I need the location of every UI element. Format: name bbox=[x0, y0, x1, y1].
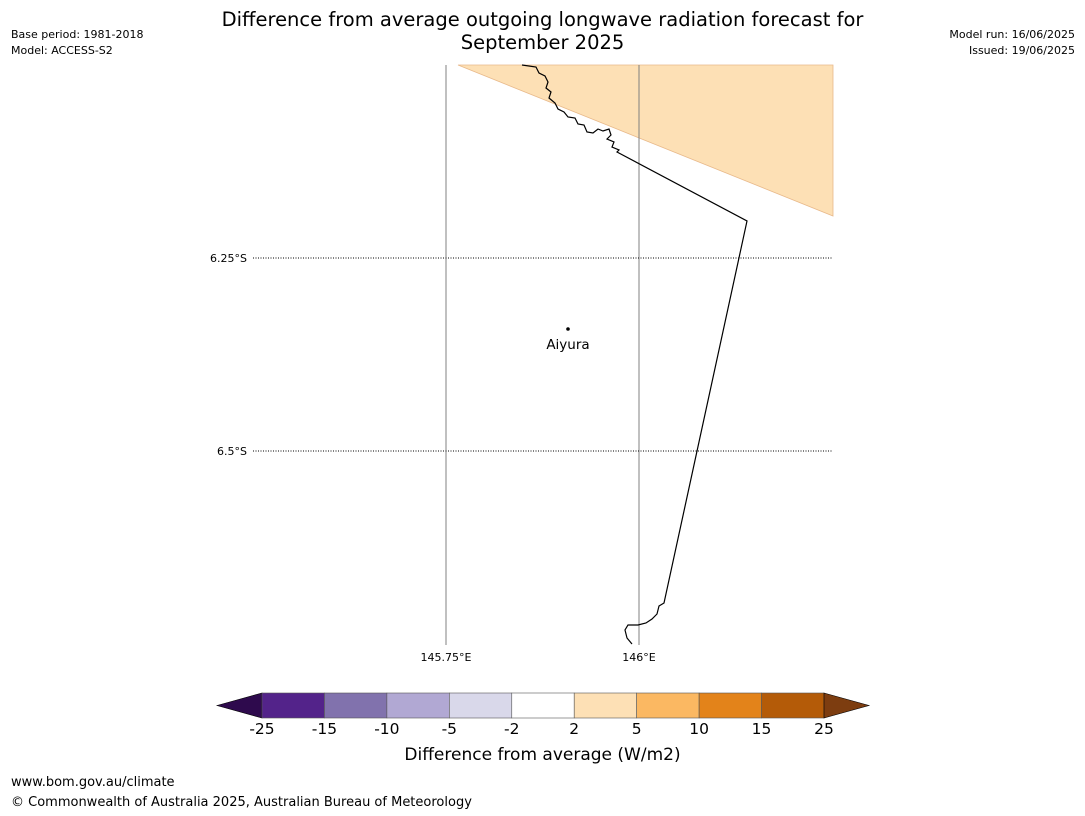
anomaly-shaded-region bbox=[457, 64, 834, 217]
colorbar-tick-label: -5 bbox=[441, 720, 458, 738]
colorbar-segment bbox=[761, 692, 825, 719]
issued-date: Issued: 19/06/2025 bbox=[968, 44, 1075, 57]
lon-label-146: 146°E bbox=[622, 651, 655, 664]
colorbar-extend-min bbox=[215, 692, 263, 719]
metadata-right: Model run: 16/06/2025 Issued: 19/06/2025 bbox=[949, 27, 1075, 59]
colorbar-segment bbox=[511, 692, 575, 719]
footer-copyright: © Commonwealth of Australia 2025, Austra… bbox=[11, 795, 472, 810]
colorbar-tick-label: 10 bbox=[689, 720, 709, 738]
place-label-aiyura: Aiyura bbox=[546, 337, 589, 353]
aiyura-marker bbox=[566, 327, 570, 331]
lat-label-6-5: 6.5°S bbox=[217, 445, 247, 458]
model-name: Model: ACCESS-S2 bbox=[11, 44, 113, 57]
map-title: Difference from average outgoing longwav… bbox=[0, 8, 1085, 54]
colorbar-tick-label: 15 bbox=[751, 720, 772, 738]
footer-url: www.bom.gov.au/climate bbox=[11, 775, 175, 790]
colorbar-segment bbox=[324, 692, 388, 719]
colorbar bbox=[215, 692, 871, 719]
colorbar-segment bbox=[449, 692, 513, 719]
colorbar-tick-label: 5 bbox=[631, 720, 642, 738]
colorbar-segment bbox=[261, 692, 325, 719]
colorbar-tick-label: -15 bbox=[311, 720, 338, 738]
colorbar-tick-label: -25 bbox=[249, 720, 275, 738]
colorbar-label: Difference from average (W/m2) bbox=[404, 745, 681, 765]
colorbar-tick-label: -10 bbox=[374, 720, 400, 738]
colorbar-segment bbox=[573, 692, 637, 719]
title-line-2: September 2025 bbox=[460, 31, 625, 54]
title-line-1: Difference from average outgoing longwav… bbox=[221, 8, 864, 31]
lat-label-6-25: 6.25°S bbox=[210, 252, 247, 265]
lon-label-145-75: 145.75°E bbox=[421, 651, 472, 664]
base-period: Base period: 1981-2018 bbox=[11, 28, 144, 41]
colorbar-tick-label: 2 bbox=[569, 720, 580, 738]
colorbar-segment bbox=[386, 692, 450, 719]
metadata-left: Base period: 1981-2018 Model: ACCESS-S2 bbox=[11, 27, 143, 59]
model-run: Model run: 16/06/2025 bbox=[949, 28, 1075, 41]
colorbar-tick-label: -2 bbox=[504, 720, 520, 738]
colorbar-tick-label: 25 bbox=[814, 720, 834, 738]
colorbar-segment bbox=[636, 692, 700, 719]
colorbar-segment bbox=[698, 692, 762, 719]
coastline bbox=[521, 64, 748, 645]
colorbar-extend-max bbox=[823, 692, 871, 719]
